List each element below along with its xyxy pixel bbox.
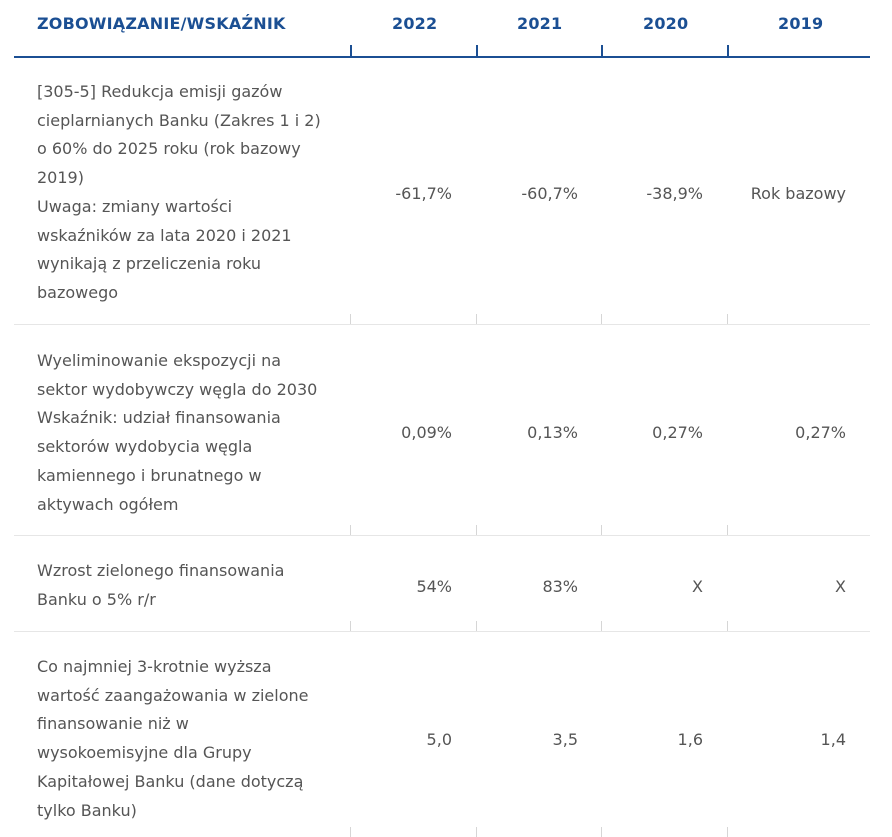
row-divider <box>601 827 602 837</box>
row-description: Wyeliminowanie ekspozycji na sektor wydo… <box>37 347 337 519</box>
value-2020: 0,27% <box>652 423 703 442</box>
table-row: [305-5] Redukcja emisji gazów cieplarnia… <box>14 58 870 325</box>
description-line: Uwaga: zmiany wartości <box>37 196 233 216</box>
value-2019: X <box>835 577 846 596</box>
table-header: ZOBOWIĄZANIE/WSKAŹNIK 2022 2021 2020 201… <box>14 0 870 58</box>
row-divider <box>350 314 351 324</box>
description-line: Kapitałowej Banku (dane dotyczą <box>37 771 304 791</box>
row-divider <box>601 525 602 535</box>
description-line: bazowego <box>37 282 119 302</box>
value-2020: 1,6 <box>677 730 703 749</box>
row-description: [305-5] Redukcja emisji gazów cieplarnia… <box>37 78 337 308</box>
row-divider <box>727 621 728 631</box>
header-divider <box>476 45 478 56</box>
row-divider <box>350 827 351 837</box>
description-line: aktywach ogółem <box>37 494 179 514</box>
header-year-2020: 2020 <box>643 14 689 33</box>
description-line: o 60% do 2025 roku (rok bazowy <box>37 139 301 159</box>
value-2019: 0,27% <box>795 423 846 442</box>
row-divider <box>350 525 351 535</box>
header-year-2021: 2021 <box>517 14 563 33</box>
row-divider <box>476 525 477 535</box>
description-line: Banku o 5% r/r <box>37 589 156 609</box>
description-line: wynikają z przeliczenia roku <box>37 254 262 274</box>
description-line: wysokoemisyjne dla Grupy <box>37 743 252 763</box>
value-2021: 3,5 <box>552 730 578 749</box>
header-year-2019: 2019 <box>778 14 824 33</box>
row-divider <box>476 827 477 837</box>
description-line: kamiennego i brunatnego w <box>37 465 262 485</box>
row-description: Co najmniej 3-krotnie wyższa wartość zaa… <box>37 653 337 825</box>
description-line: Co najmniej 3-krotnie wyższa <box>37 657 272 676</box>
commitments-table: ZOBOWIĄZANIE/WSKAŹNIK 2022 2021 2020 201… <box>14 0 870 837</box>
row-divider <box>727 314 728 324</box>
row-divider <box>727 827 728 837</box>
description-line: finansowanie niż w <box>37 714 189 734</box>
value-2021: -60,7% <box>521 184 578 203</box>
value-2022: 5,0 <box>426 730 452 749</box>
row-divider <box>350 621 351 631</box>
table-row: Wyeliminowanie ekspozycji na sektor wydo… <box>14 325 870 536</box>
description-line: 2019) <box>37 168 84 188</box>
description-line: sektor wydobywczy węgla do 2030 <box>37 379 318 399</box>
row-description: Wzrost zielonego finansowania Banku o 5%… <box>37 557 337 614</box>
value-2020: -38,9% <box>646 184 703 203</box>
row-divider <box>601 621 602 631</box>
value-2019: 1,4 <box>820 730 846 749</box>
value-2022: -61,7% <box>395 184 452 203</box>
value-2019: Rok bazowy <box>750 184 846 203</box>
row-divider <box>601 314 602 324</box>
description-line: [305-5] Redukcja emisji gazów <box>37 82 283 101</box>
table-row: Wzrost zielonego finansowania Banku o 5%… <box>14 536 870 632</box>
header-divider <box>350 45 352 56</box>
row-divider <box>727 525 728 535</box>
header-divider <box>727 45 729 56</box>
description-line: tylko Banku) <box>37 800 137 820</box>
description-line: Wzrost zielonego finansowania <box>37 561 285 580</box>
row-divider <box>476 314 477 324</box>
description-line: cieplarnianych Banku (Zakres 1 i 2) <box>37 110 321 130</box>
description-line: sektorów wydobycia węgla <box>37 437 253 457</box>
value-2022: 54% <box>416 577 452 596</box>
header-commitment-indicator: ZOBOWIĄZANIE/WSKAŹNIK <box>37 14 286 33</box>
description-line: Wyeliminowanie ekspozycji na <box>37 351 282 370</box>
description-line: wskaźników za lata 2020 i 2021 <box>37 225 292 245</box>
description-line: wartość zaangażowania w zielone <box>37 685 309 705</box>
row-divider <box>476 621 477 631</box>
value-2020: X <box>692 577 703 596</box>
value-2021: 83% <box>542 577 578 596</box>
value-2022: 0,09% <box>401 423 452 442</box>
value-2021: 0,13% <box>527 423 578 442</box>
header-divider <box>601 45 603 56</box>
header-year-2022: 2022 <box>392 14 438 33</box>
description-line: Wskaźnik: udział finansowania <box>37 408 281 428</box>
table-row: Co najmniej 3-krotnie wyższa wartość zaa… <box>14 632 870 837</box>
